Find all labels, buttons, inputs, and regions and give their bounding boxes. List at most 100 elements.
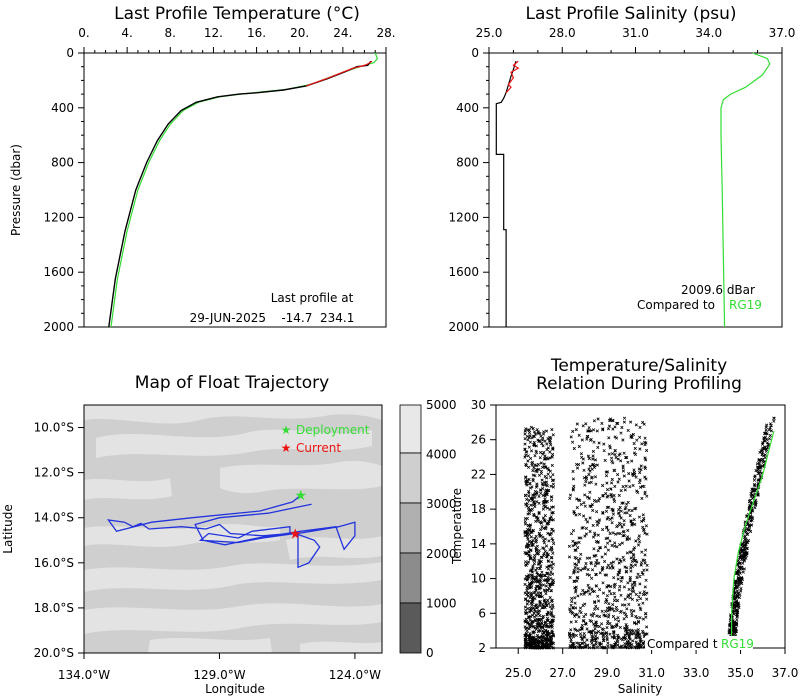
- temp-x-tick-label: 28.: [376, 26, 395, 40]
- temp-x-tick-label: 16.: [247, 26, 266, 40]
- sal-y-tick-label: 2000: [448, 320, 479, 334]
- temp-y-tick-label: 0: [66, 46, 74, 60]
- temp-x-tick-label: 8.: [165, 26, 176, 40]
- map-x-label: Longitude: [205, 682, 265, 696]
- temp-y-tick-label: 2000: [43, 320, 74, 334]
- ts-x-tick-label: 25.0: [505, 666, 532, 680]
- ts-panel: Temperature/Salinity Relation During Pro…: [450, 356, 798, 696]
- map-x-tick-label: 124.0°W: [329, 668, 381, 682]
- ts-y-tick-label: 2: [478, 641, 486, 655]
- colorbar-band-2000-3000: [399, 502, 422, 554]
- ts-reference-line: [730, 430, 775, 648]
- temperature-ticks: 0. 4. 8. 12. 16. 20. 24. 28. 0 400 800 1200 1600 2000: [43, 26, 395, 334]
- map-ticks: 134.0°W 129.0°W 124.0°W 10.0°S 12.0°S 14.0°S 1…: [34, 421, 381, 682]
- map-title: Map of Float Trajectory: [135, 373, 329, 393]
- ts-y-tick-label: 10: [471, 572, 486, 586]
- map-x-tick-label: 134.0°W: [58, 668, 110, 682]
- last-profile-info: 29-JUN-2025 -14.7 234.1: [190, 311, 355, 325]
- float-trajectory-line: [106, 494, 356, 569]
- map-y-tick-label: 14.0°S: [34, 511, 74, 525]
- map-x-tick-label: 129.0°W: [193, 668, 245, 682]
- sal-series-line: [505, 60, 520, 94]
- ts-x-tick-label: 31.0: [638, 666, 665, 680]
- ts-ticks: 25.0 27.0 29.0 31.0 33.0 35.0 37.0261014182226…: [471, 398, 799, 680]
- ts-x-label: Salinity: [618, 682, 662, 696]
- ts-x-tick-label: 37.0: [772, 666, 799, 680]
- deployment-star-icon: ★: [294, 488, 307, 504]
- colorbar-tick-label: 4000: [426, 448, 457, 462]
- colorbar-tick-label: 3000: [426, 497, 457, 511]
- map-panel: Map of Float Trajectory 134.0°W 129.0°W 12…: [1, 373, 457, 696]
- map-y-label: Latitude: [1, 504, 15, 553]
- temp-y-tick-label: 800: [51, 156, 74, 170]
- colorbar-band-4000-5000: [399, 404, 422, 454]
- temp-x-tick-label: 24.: [333, 26, 352, 40]
- salinity-panel: Last Profile Salinity (psu) 25.0 28.0 31.0…: [448, 4, 795, 334]
- ts-compared-backdrop: [645, 636, 753, 650]
- sal-y-tick-label: 0: [471, 46, 479, 60]
- compared-to-label: Compared to: [637, 298, 715, 312]
- sal-x-tick-label: 34.0: [695, 26, 722, 40]
- temp-y-tick-label: 1200: [43, 210, 74, 224]
- current-legend-label: Current: [296, 441, 341, 455]
- ts-sample-cluster: [523, 425, 556, 650]
- ts-x-tick-label: 35.0: [727, 666, 754, 680]
- salinity-ticks: 25.0 28.0 31.0 34.0 37.0 0 400 800 1200 1600 2000: [448, 26, 795, 334]
- salinity-title: Last Profile Salinity (psu): [525, 4, 736, 24]
- ts-y-tick-label: 6: [478, 606, 486, 620]
- temp-y-tick-label: 400: [51, 101, 74, 115]
- ts-title-line1: Temperature/Salinity: [550, 356, 727, 376]
- sal-series-line: [720, 52, 771, 328]
- temp-x-tick-label: 0.: [78, 26, 89, 40]
- map-y-tick-label: 20.0°S: [34, 646, 74, 660]
- sal-y-tick-label: 1600: [448, 265, 479, 279]
- compared-to-reference: RG19: [729, 298, 762, 312]
- map-plot-frame: [83, 404, 383, 654]
- temperature-plot-frame: [83, 52, 387, 328]
- ts-x-tick-label: 33.0: [683, 666, 710, 680]
- temperature-y-label: Pressure (dbar): [9, 144, 23, 236]
- ts-compared-reference: RG19: [721, 637, 754, 651]
- sal-x-tick-label: 28.0: [549, 26, 576, 40]
- temperature-lines: [108, 52, 379, 328]
- temp-series-line: [305, 60, 373, 87]
- salinity-lines: [495, 52, 771, 328]
- depth-readout: 2009.6 dBar: [681, 283, 755, 297]
- temperature-title: Last Profile Temperature (°C): [114, 4, 360, 24]
- deployment-legend-star-icon: ★: [281, 423, 292, 437]
- map-y-tick-label: 12.0°S: [34, 466, 74, 480]
- sal-y-tick-label: 800: [456, 156, 479, 170]
- ts-y-tick-label: 30: [471, 398, 486, 412]
- colorbar-band-1000-2000: [399, 552, 422, 604]
- ts-y-tick-label: 18: [471, 502, 486, 516]
- colorbar-tick-label: 1000: [426, 596, 457, 610]
- colorbar-ticks: 5000 4000 3000 2000 1000 0: [426, 398, 457, 660]
- sal-series-line: [495, 61, 517, 327]
- sal-y-tick-label: 400: [456, 101, 479, 115]
- salinity-plot-frame: [488, 52, 783, 328]
- colorbar-band-3000-4000: [399, 452, 422, 504]
- sal-x-tick-label: 37.0: [769, 26, 796, 40]
- temp-x-tick-label: 20.: [290, 26, 309, 40]
- ts-compared-label: Compared t: [647, 637, 718, 651]
- ts-y-tick-label: 22: [471, 467, 486, 481]
- map-marks: ★★: [106, 488, 356, 569]
- ts-x-tick-label: 27.0: [549, 666, 576, 680]
- ts-y-tick-label: 26: [471, 433, 486, 447]
- map-legend: ★ Deployment ★ Current: [281, 423, 370, 455]
- temp-x-tick-label: 12.: [204, 26, 223, 40]
- map-y-tick-label: 10.0°S: [34, 421, 74, 435]
- current-legend-star-icon: ★: [281, 441, 292, 455]
- colorbar-tick-label: 0: [426, 646, 434, 660]
- ts-y-tick-label: 14: [471, 537, 486, 551]
- map-y-tick-label: 16.0°S: [34, 556, 74, 570]
- ts-x-tick-label: 29.0: [594, 666, 621, 680]
- sal-y-tick-label: 1200: [448, 210, 479, 224]
- sal-x-tick-label: 25.0: [476, 26, 503, 40]
- temperature-panel: Last Profile Temperature (°C) 0. 4. 8. 12. 1…: [9, 4, 396, 334]
- ts-title-line2: Relation During Profiling: [536, 374, 742, 394]
- temp-x-tick-label: 4.: [121, 26, 132, 40]
- colorbar-band-0-1000: [399, 602, 422, 654]
- colorbar-tick-label: 5000: [426, 398, 457, 412]
